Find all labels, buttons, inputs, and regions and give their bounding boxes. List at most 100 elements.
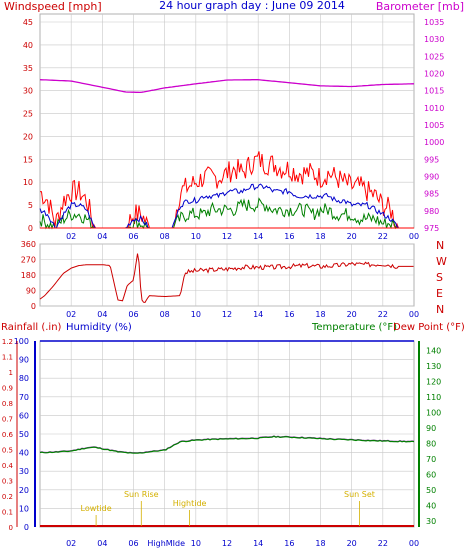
rainfall-tick-label: 0.5 (2, 447, 13, 455)
rainfall-tick-label: 0.2 (2, 493, 13, 501)
temperature-tick-label: 90 (426, 424, 436, 433)
temperature-tick-label: 140 (426, 346, 441, 355)
barometer-tick-label: 1030 (424, 35, 444, 44)
barometer-line (39, 79, 414, 94)
annotation-label: Lowtide (81, 504, 112, 513)
temperature-line (39, 435, 415, 454)
x-tick-label-wind: 12 (222, 232, 232, 241)
temperature-tick-label: 120 (426, 377, 441, 386)
humidity-tick-label: 50 (19, 430, 29, 439)
direction-plot (39, 253, 414, 303)
direction-tick-label: 90 (26, 287, 36, 296)
windspeed-tick-label: 25 (23, 110, 33, 119)
humidity-tick-label: 60 (19, 411, 29, 420)
x-tick-label-temp: 04 (97, 539, 107, 548)
rainfall-tick-label: 0.3 (2, 478, 13, 486)
x-tick-label-temp: 22 (378, 539, 388, 548)
temperature-tick-label: 30 (426, 517, 436, 526)
x-tick-label-direction: 08 (160, 310, 170, 319)
x-tick-label-temp: 12 (222, 539, 232, 548)
rainfall-tick-label: 1.2 (2, 338, 13, 346)
rainfall-tick-label: 0 (9, 524, 13, 532)
temperature-tick-label: 50 (426, 486, 436, 495)
x-tick-label-direction: 14 (253, 310, 263, 319)
x-tick-label-direction: 02 (66, 310, 76, 319)
x-tick-label-temp: 18 (315, 539, 325, 548)
temperature-tick-label: 60 (426, 470, 436, 479)
direction-label-n-bottom: N (436, 303, 444, 316)
windspeed-tick-label: 45 (23, 18, 33, 27)
x-tick-label-direction: 06 (128, 310, 138, 319)
x-tick-label-direction: 18 (315, 310, 325, 319)
temperature-tick-label: 100 (426, 408, 441, 417)
barometer-tick-label: 995 (424, 155, 439, 164)
annotation-label: Hightide (173, 499, 207, 508)
windspeed-axis-title: Windspeed [mph] (4, 0, 102, 13)
x-tick-label-wind: 10 (191, 232, 201, 241)
barometer-tick-label: 990 (424, 173, 439, 182)
x-tick-label-direction: 04 (97, 310, 107, 319)
humidity-tick-label: 20 (19, 486, 29, 495)
x-tick-label-temp: 20 (347, 539, 357, 548)
barometer-axis-title: Barometer [mb] (376, 0, 464, 13)
x-tick-label-direction: 10 (191, 310, 201, 319)
x-tick-label-direction: 22 (378, 310, 388, 319)
barometer-tick-label: 980 (424, 207, 439, 216)
temperature-tick-label: 80 (426, 439, 436, 448)
windspeed-tick-label: 20 (23, 132, 33, 141)
temperature-axis-title: Temperature (°F) (311, 322, 397, 333)
direction-label-n-top: N (436, 239, 444, 252)
x-tick-label-temp: 02 (66, 539, 76, 548)
rainfall-tick-label: 0.4 (2, 462, 14, 470)
barometer-tick-label: 1025 (424, 52, 444, 61)
x-tick-label-wind: 02 (66, 232, 76, 241)
rainfall-tick-label: 0.8 (2, 400, 13, 408)
chart-title: 24 hour graph day : June 09 2014 (159, 0, 345, 12)
barometer-tick-label: 1035 (424, 18, 444, 27)
wind-direction-line (39, 253, 414, 303)
wind-barometer-plot (39, 79, 414, 230)
x-tick-label-wind: 06 (128, 232, 138, 241)
direction-tick-label: 270 (21, 256, 36, 265)
rainfall-tick-label: 0.1 (2, 509, 13, 517)
windspeed-tick-label: 5 (28, 201, 33, 210)
barometer-tick-label: 1005 (424, 121, 444, 130)
x-tick-label-direction: 00 (409, 310, 419, 319)
direction-tick-label: 0 (31, 302, 36, 311)
x-tick-label-wind: 08 (160, 232, 170, 241)
x-tick-label-wind: 18 (315, 232, 325, 241)
humidity-tick-label: 80 (19, 374, 29, 383)
x-tick-label-temp: 10 (191, 539, 201, 548)
x-tick-label-wind: 16 (284, 232, 294, 241)
humidity-tick-label: 30 (19, 467, 29, 476)
windspeed-tick-label: 15 (23, 155, 33, 164)
direction-label-w: W (436, 255, 447, 268)
direction-label-s: S (436, 271, 443, 284)
x-tick-label-temp: 00 (409, 539, 419, 548)
humidity-tick-label: 40 (19, 449, 29, 458)
humidity-tick-label: 0 (24, 523, 29, 532)
barometer-tick-label: 1015 (424, 87, 444, 96)
x-tick-label-wind: 00 (409, 232, 419, 241)
x-tick-label-direction: 16 (284, 310, 294, 319)
humidity-tick-label: 100 (14, 337, 29, 346)
windspeed-tick-label: 40 (23, 41, 33, 50)
windspeed-tick-label: 35 (23, 64, 33, 73)
humidity-axis-title: Humidity (%) (66, 322, 132, 333)
temperature-tick-label: 130 (426, 362, 441, 371)
windspeed-tick-label: 30 (23, 87, 33, 96)
x-tick-label-wind: 04 (97, 232, 107, 241)
x-tick-label-direction: 20 (347, 310, 357, 319)
rainfall-axis-title: Rainfall (.in) (1, 322, 62, 333)
rainfall-tick-label: 1.1 (2, 354, 13, 362)
rainfall-tick-label: 0.6 (2, 431, 14, 439)
x-tick-label-temp: 16 (284, 539, 294, 548)
x-tick-label-temp: 14 (253, 539, 263, 548)
barometer-tick-label: 1020 (424, 70, 444, 79)
annotation-label: Sun Rise (124, 490, 159, 499)
temperature-tick-label: 40 (426, 501, 436, 510)
x-tick-label-temp: 06 (128, 539, 138, 548)
x-tick-label-hightide: HighMIde (147, 539, 185, 548)
